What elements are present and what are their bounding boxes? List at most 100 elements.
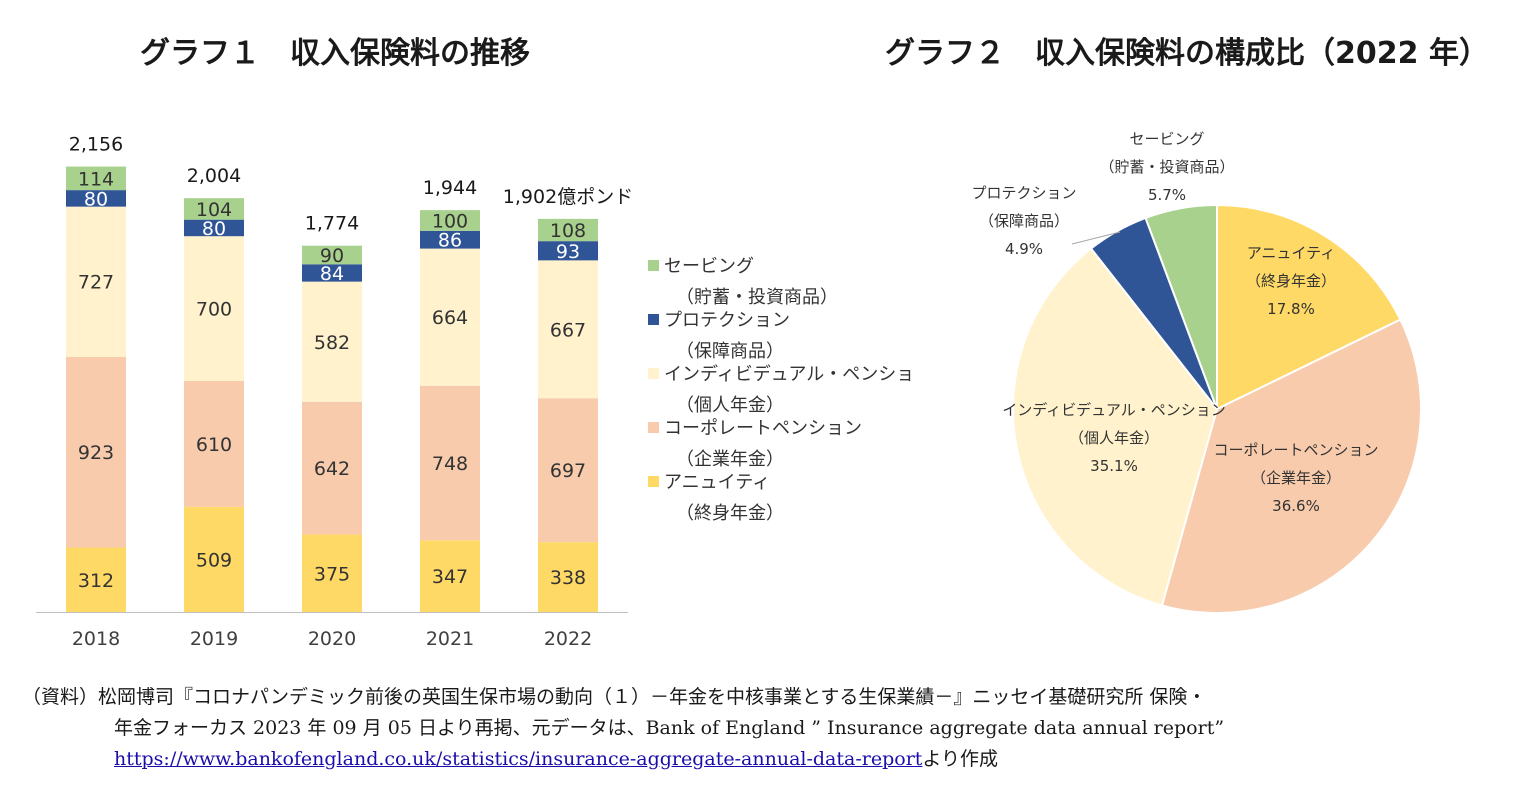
pie-leader-line-protection bbox=[1071, 231, 1121, 245]
source-line-1: （資料）松岡博司『コロナパンデミック前後の英国生保市場の動向（１）－年金を中核事… bbox=[22, 686, 1207, 708]
bar-segment-corporate-2022 bbox=[538, 398, 598, 543]
legend-sub-protection: （保障商品） bbox=[676, 341, 784, 362]
bar-segment-savings-2020 bbox=[302, 245, 362, 265]
legend-label-protection: プロテクション bbox=[664, 310, 790, 331]
source-line-2: 年金フォーカス 2023 年 09 月 05 日より再掲、元データは、Bank … bbox=[114, 717, 1225, 739]
pie-pct-individual: 35.1% bbox=[1090, 457, 1138, 475]
legend-label-savings: セービング bbox=[664, 256, 754, 277]
legend-sub-savings: （貯蓄・投資商品） bbox=[676, 287, 838, 308]
bar-total-label: 1,902億ポンド bbox=[503, 186, 633, 208]
x-tick-label: 2019 bbox=[190, 628, 238, 650]
x-tick-label: 2021 bbox=[426, 628, 474, 650]
x-tick-label: 2022 bbox=[544, 628, 592, 650]
pie-sub-annuity: （終身年金） bbox=[1246, 272, 1336, 290]
bar-segment-savings-2021 bbox=[420, 210, 480, 231]
bar-segment-individual-2021 bbox=[420, 248, 480, 386]
bar-segment-protection-2018 bbox=[66, 190, 126, 207]
bar-segment-corporate-2019 bbox=[184, 380, 244, 507]
bar-segment-savings-2019 bbox=[184, 198, 244, 220]
bar-value-label: 84 bbox=[320, 263, 344, 285]
bar-value-label: 582 bbox=[314, 332, 350, 354]
pie-sub-individual: （個人年金） bbox=[1069, 429, 1159, 447]
pie-pct-protection: 4.9% bbox=[1005, 240, 1043, 258]
bar-value-label: 923 bbox=[78, 442, 114, 464]
bar-segment-annuity-2022 bbox=[538, 542, 598, 612]
bar-value-label: 347 bbox=[432, 566, 468, 588]
pie-slice-corporate bbox=[1160, 318, 1422, 614]
bar-segment-annuity-2019 bbox=[184, 506, 244, 612]
bar-segment-protection-2019 bbox=[184, 219, 244, 237]
chart1-title: グラフ１ 収入保険料の推移 bbox=[140, 36, 530, 71]
bar-segment-corporate-2018 bbox=[66, 356, 126, 548]
bar-segment-individual-2019 bbox=[184, 236, 244, 381]
bar-value-label: 610 bbox=[196, 434, 232, 456]
legend-sub-annuity: （終身年金） bbox=[676, 503, 784, 524]
pie-slice-annuity bbox=[1216, 203, 1402, 411]
bar-value-label: 86 bbox=[438, 230, 462, 252]
bar-total-label: 2,156 bbox=[69, 134, 123, 156]
bar-segment-annuity-2018 bbox=[66, 547, 126, 612]
bar-total-label: 1,944 bbox=[423, 177, 477, 199]
pie-label-corporate: コーポレートペンション bbox=[1213, 441, 1378, 459]
bar-value-label: 642 bbox=[314, 458, 350, 480]
legend-swatch-savings bbox=[648, 260, 659, 271]
bar-value-label: 108 bbox=[550, 220, 586, 242]
bar-total-label: 1,774 bbox=[305, 213, 359, 235]
pie-sub-corporate: （企業年金） bbox=[1251, 469, 1341, 487]
bar-segment-protection-2020 bbox=[302, 264, 362, 282]
pie-sub-protection: （保障商品） bbox=[979, 212, 1069, 230]
bar-value-label: 700 bbox=[196, 299, 232, 321]
bar-value-label: 312 bbox=[78, 570, 114, 592]
legend-label-individual: インディビデュアル・ペンショ bbox=[664, 364, 914, 385]
bar-segment-individual-2018 bbox=[66, 206, 126, 357]
legend-sub-corporate: （企業年金） bbox=[676, 449, 784, 470]
legend-swatch-corporate bbox=[648, 422, 659, 433]
pie-pct-annuity: 17.8% bbox=[1267, 300, 1315, 318]
bar-segment-protection-2021 bbox=[420, 230, 480, 249]
bar-value-label: 667 bbox=[550, 319, 586, 341]
legend-swatch-individual bbox=[648, 368, 659, 379]
pie-label-savings: セービング bbox=[1129, 130, 1204, 148]
x-tick-label: 2018 bbox=[72, 628, 120, 650]
pie-sub-savings: （貯蓄・投資商品） bbox=[1099, 158, 1234, 176]
pie-label-protection: プロテクション bbox=[971, 184, 1076, 202]
bar-segment-individual-2020 bbox=[302, 281, 362, 402]
bar-value-label: 727 bbox=[78, 272, 114, 294]
bar-value-label: 375 bbox=[314, 563, 350, 585]
source-url-link[interactable]: https://www.bankofengland.co.uk/statisti… bbox=[114, 748, 923, 770]
bar-segment-protection-2022 bbox=[538, 241, 598, 261]
bar-value-label: 93 bbox=[556, 241, 580, 263]
pie-label-individual: インディビデュアル・ペンション bbox=[1002, 401, 1226, 419]
bar-value-label: 80 bbox=[202, 218, 226, 240]
pie-pct-savings: 5.7% bbox=[1148, 186, 1186, 204]
bar-segment-savings-2022 bbox=[538, 218, 598, 242]
bar-value-label: 664 bbox=[432, 307, 468, 329]
bar-value-label: 509 bbox=[196, 549, 232, 571]
legend-label-corporate: コーポレートペンション bbox=[664, 418, 862, 439]
bar-segment-corporate-2020 bbox=[302, 401, 362, 535]
bar-value-label: 100 bbox=[432, 210, 468, 232]
pie-pct-corporate: 36.6% bbox=[1272, 497, 1320, 515]
bar-value-label: 338 bbox=[550, 567, 586, 589]
bar-segment-individual-2022 bbox=[538, 260, 598, 399]
bar-value-label: 80 bbox=[84, 188, 108, 210]
legend-swatch-annuity bbox=[648, 476, 659, 487]
bar-segment-corporate-2021 bbox=[420, 385, 480, 541]
pie-slice-savings bbox=[1144, 203, 1218, 410]
bar-value-label: 748 bbox=[432, 453, 468, 475]
bar-total-label: 2,004 bbox=[187, 165, 241, 187]
pie-slice-individual bbox=[1012, 247, 1219, 607]
pie-label-annuity: アニュイティ bbox=[1247, 244, 1336, 262]
bar-value-label: 697 bbox=[550, 460, 586, 482]
bar-segment-annuity-2020 bbox=[302, 534, 362, 612]
bar-value-label: 114 bbox=[78, 168, 114, 190]
bar-segment-annuity-2021 bbox=[420, 540, 480, 612]
x-tick-label: 2020 bbox=[308, 628, 356, 650]
bar-value-label: 104 bbox=[196, 199, 232, 221]
bar-segment-savings-2018 bbox=[66, 166, 126, 191]
legend-label-annuity: アニュイティ bbox=[664, 472, 770, 493]
source-line-3: https://www.bankofengland.co.uk/statisti… bbox=[22, 744, 1502, 775]
bar-value-label: 90 bbox=[320, 245, 344, 267]
legend-sub-individual: （個人年金） bbox=[676, 395, 784, 416]
